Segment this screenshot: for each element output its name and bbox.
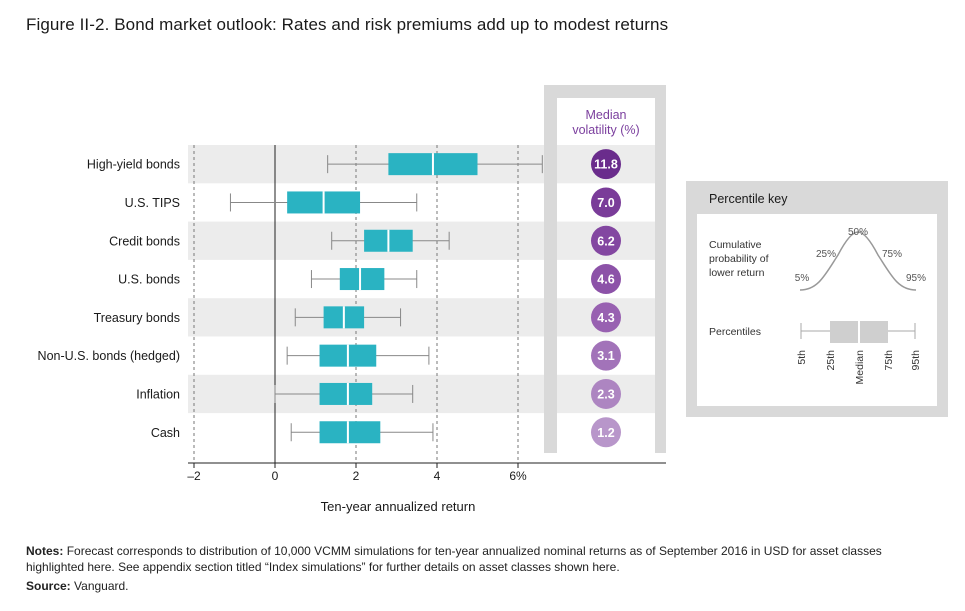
category-labels: High-yield bonds U.S. TIPS Credit bonds U.S… — [38, 158, 181, 440]
category-label: Non-U.S. bonds (hedged) — [38, 349, 180, 363]
percentile-key: Percentile key Cumulative probability of l… — [686, 181, 948, 417]
volatility-badge: 4.6 — [591, 264, 621, 295]
percentile-key-curve — [799, 231, 917, 291]
volatility-badge: 7.0 — [591, 187, 621, 218]
figure-title: Figure II-2. Bond market outlook: Rates … — [26, 15, 669, 34]
volatility-circle — [591, 187, 621, 218]
curve-point-label: 75% — [882, 249, 902, 260]
volatility-badge: 2.3 — [591, 378, 621, 409]
x-tick-label: 4 — [434, 469, 441, 483]
volatility-circle — [591, 149, 621, 180]
curve-point-label: 50% — [848, 227, 868, 238]
volatility-circle — [591, 378, 621, 409]
x-tick-label: 2 — [353, 469, 360, 483]
volatility-badge: 11.8 — [591, 149, 621, 180]
curve-point-label: 95% — [906, 273, 926, 284]
gridlines — [193, 145, 519, 463]
volatility-value: 11.8 — [594, 158, 618, 172]
percentile-key-title: Percentile key — [709, 192, 788, 206]
percentile-key-row-label: Percentiles — [709, 326, 761, 338]
iqr-box — [339, 268, 385, 291]
volatility-circle — [591, 225, 621, 256]
volatility-value: 3.1 — [597, 349, 614, 363]
boxplot-3 — [310, 268, 418, 291]
volatility-header-line2: volatility (%) — [572, 123, 639, 137]
category-label: Treasury bonds — [94, 311, 180, 325]
boxplot-4 — [294, 306, 402, 329]
volatility-circle — [591, 340, 621, 371]
x-tick-label: –2 — [187, 469, 201, 483]
volatility-circle — [591, 302, 621, 333]
volatility-circles: 11.8 7.0 6.2 4.6 4.3 3.1 2.3 1.2 — [591, 149, 621, 448]
notes: Notes: Forecast corresponds to distribut… — [26, 543, 926, 575]
percentile-tick-label: 5th — [796, 350, 808, 365]
percentile-tick-label: 95th — [910, 350, 922, 371]
volatility-badge: 3.1 — [591, 340, 621, 371]
x-axis-label: Ten-year annualized return — [321, 499, 476, 514]
iqr-box — [319, 382, 373, 405]
boxplot-7 — [290, 421, 434, 444]
boxplot-5 — [286, 344, 430, 367]
x-tick-label: 6% — [509, 469, 527, 483]
row-bands — [188, 145, 545, 414]
notes-label: Notes: — [26, 544, 64, 558]
source-text: Vanguard. — [74, 579, 129, 593]
curve-point-label: 5% — [795, 273, 810, 284]
x-axis: –2 0 2 4 6% — [187, 462, 666, 483]
curve-point-label: 25% — [816, 249, 836, 260]
volatility-badge: 6.2 — [591, 225, 621, 256]
volatility-circle — [591, 264, 621, 295]
category-label: U.S. TIPS — [125, 196, 180, 210]
boxplot-2 — [331, 229, 450, 252]
boxplot-6 — [274, 382, 414, 405]
category-label: Inflation — [136, 387, 180, 401]
percentile-tick-label: Median — [854, 350, 866, 385]
percentile-tick-label: 25th — [825, 350, 837, 371]
source-label: Source: — [26, 579, 71, 593]
volatility-value: 7.0 — [597, 196, 614, 210]
volatility-circle — [591, 417, 621, 448]
volatility-badge: 1.2 — [591, 417, 621, 448]
percentile-key-inner — [697, 214, 937, 406]
percentile-key-curve-label: Cumulative probability of lower return — [709, 239, 769, 279]
volatility-value: 2.3 — [597, 387, 614, 401]
volatility-value: 4.3 — [597, 311, 614, 325]
category-label: Credit bonds — [109, 234, 180, 248]
category-label: Cash — [151, 426, 180, 440]
x-tick-label: 0 — [272, 469, 279, 483]
volatility-value: 4.6 — [597, 273, 614, 287]
boxplot-1 — [229, 191, 418, 214]
volatility-header-line1: Median — [586, 108, 627, 122]
source: Source: Vanguard. — [26, 579, 129, 593]
bond-outlook-chart: Median volatility (%) 11.8 7.0 6.2 4.6 4.3 3.… — [38, 85, 948, 514]
row-bands-overlay — [557, 145, 655, 414]
category-label: High-yield bonds — [87, 158, 180, 172]
iqr-box — [319, 421, 381, 444]
percentile-key-ticks: 5th 25th Median 75th 95th — [796, 350, 922, 385]
category-label: U.S. bonds — [118, 273, 180, 287]
notes-text: Forecast corresponds to distribution of … — [26, 544, 882, 574]
boxplot-0 — [327, 153, 543, 176]
box-plots — [229, 153, 543, 444]
percentile-tick-label: 75th — [883, 350, 895, 371]
volatility-badge: 4.3 — [591, 302, 621, 333]
volatility-value: 1.2 — [597, 426, 614, 440]
volatility-value: 6.2 — [597, 234, 614, 248]
percentile-key-curve-points: 5% 25% 50% 75% 95% — [795, 227, 926, 284]
